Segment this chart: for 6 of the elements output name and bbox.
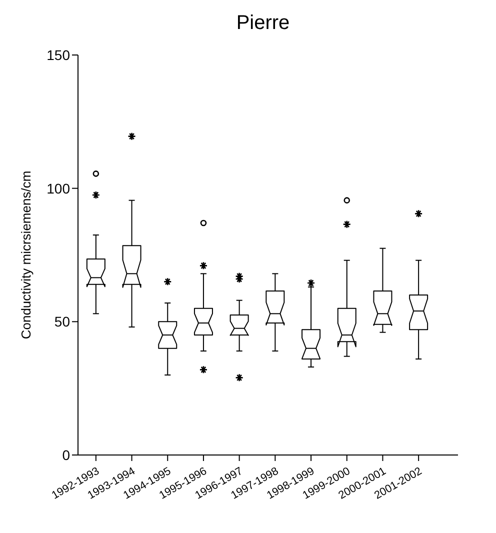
y-axis-title: Conductivity micrsiemens/cm: [18, 170, 34, 340]
y-tick-label: 100: [46, 180, 70, 196]
y-tick-label: 50: [54, 314, 70, 330]
y-tick-label: 0: [62, 446, 70, 463]
y-tick-label: 150: [46, 46, 70, 63]
chart-title: Pierre: [235, 12, 291, 35]
